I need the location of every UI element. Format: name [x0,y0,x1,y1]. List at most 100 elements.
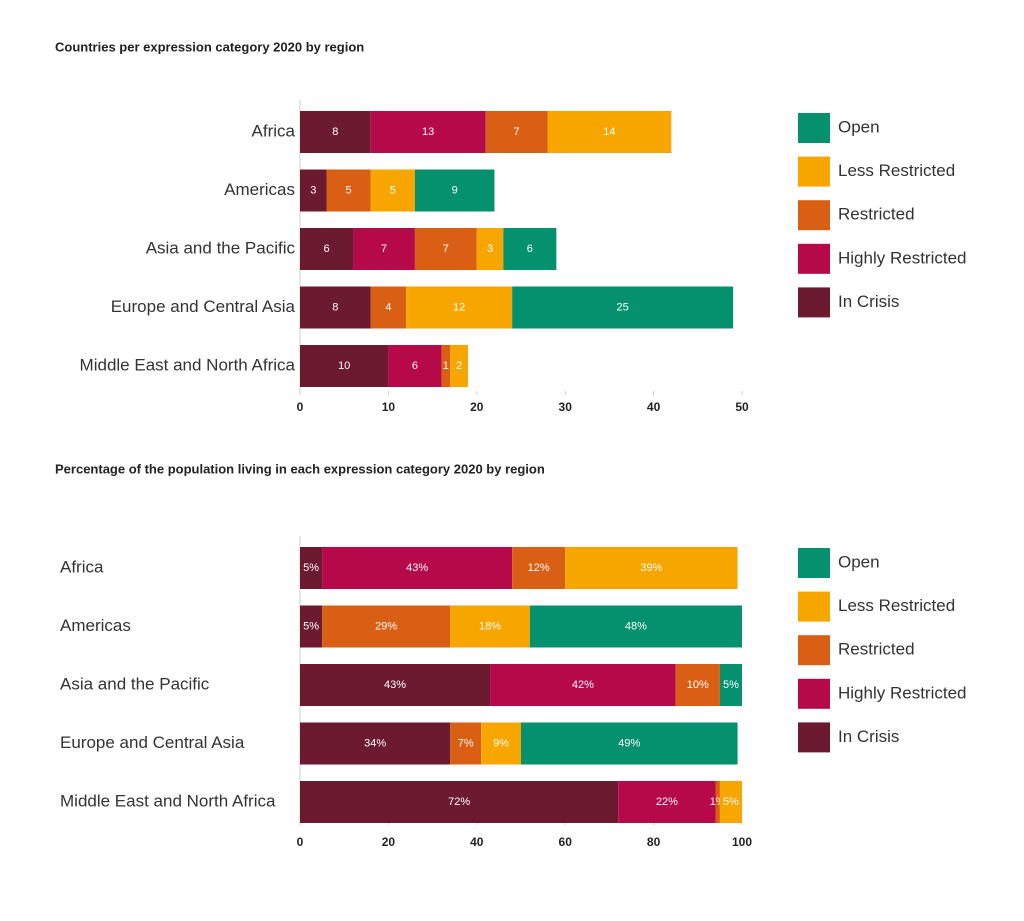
legend-label: Open [838,552,880,571]
bar-segment [450,722,482,765]
data-label: 8 [332,301,338,313]
x-tick-label: 40 [647,400,661,414]
legend-label: Restricted [838,205,915,224]
data-label: 34% [364,737,386,749]
data-label: 5 [390,184,396,196]
data-label: 49% [618,737,640,749]
data-label: 5% [303,562,319,574]
bar-segment [476,228,504,270]
bar-segment [300,781,619,823]
bar-segment [406,286,513,329]
data-label: 7 [443,243,449,255]
x-tick-label: 50 [735,400,749,414]
legend-swatch [798,200,830,231]
data-label: 7 [381,243,387,255]
data-label: 13 [422,126,434,138]
x-tick-label: 100 [732,835,752,849]
data-label: 14 [603,126,615,138]
data-label: 9 [452,184,458,196]
data-label: 9% [493,737,509,749]
bar-segment [300,286,371,329]
bar-segment [322,605,451,648]
data-label: 12% [528,562,550,574]
data-label: 6 [412,360,418,372]
bar-segment [521,722,738,765]
bar-segment [300,547,323,589]
bar-segment [618,781,716,823]
legend-swatch [798,156,830,187]
bar-segment [503,228,557,270]
data-label: 5% [723,796,739,808]
legend-swatch [798,722,830,753]
bar-segment [715,781,720,823]
x-tick-label: 60 [559,835,573,849]
x-tick-label: 20 [382,835,396,849]
data-label: 5% [303,620,319,632]
bar-segment [441,345,451,387]
data-label: 2 [456,360,462,372]
x-tick-label: 0 [297,400,304,414]
data-label: 72% [448,796,470,808]
bar-segment [353,228,415,270]
category-label: Europe and Central Asia [60,733,245,752]
data-label: 12 [453,301,465,313]
data-label: 29% [375,620,397,632]
bar-segment [450,605,530,648]
category-label: Middle East and North Africa [80,355,296,374]
bar-segment [370,111,486,153]
data-label: 48% [625,620,647,632]
bar-segment [370,169,415,212]
data-label: 10% [687,679,709,691]
data-label: 7 [514,126,520,138]
bar-segment [481,722,521,765]
bar-segment [370,286,407,329]
category-label: Asia and the Pacific [146,238,296,257]
legend-label: In Crisis [838,727,899,746]
x-tick-label: 80 [647,835,661,849]
category-label: Americas [60,616,131,635]
bar-segment [300,228,354,270]
bar-segment [719,781,742,823]
data-label: 22% [656,796,678,808]
data-label: 43% [384,679,406,691]
data-label: 10 [338,360,350,372]
legend-swatch [798,113,830,143]
legend-swatch [798,548,830,578]
x-tick-label: 20 [470,400,484,414]
bar-segment [322,547,513,589]
bar-segment [300,605,323,648]
legend-swatch [798,243,830,274]
category-label: Americas [224,180,295,199]
data-label: 1 [443,360,449,372]
category-label: Asia and the Pacific [60,674,210,693]
category-label: Africa [60,557,104,576]
bar-segment [414,228,477,270]
bar-segment [512,547,566,589]
legend-label: Open [838,117,880,136]
data-label: 18% [479,620,501,632]
data-label: 43% [406,562,428,574]
bar-segment [529,605,742,648]
bar-segment [300,722,451,765]
data-label: 39% [640,562,662,574]
legend-label: In Crisis [838,292,899,311]
data-label: 3 [487,243,493,255]
x-tick-label: 10 [382,400,396,414]
bar-segment [326,169,371,212]
bar-segment [719,664,742,706]
legend-label: Highly Restricted [838,248,967,267]
legend-label: Less Restricted [838,161,955,180]
bar-segment [675,664,720,706]
data-label: 7% [458,737,474,749]
x-tick-label: 40 [470,835,484,849]
legend-swatch [798,635,830,666]
data-label: 6 [323,243,329,255]
data-label: 5 [346,184,352,196]
data-label: 8 [332,126,338,138]
x-tick-label: 30 [559,400,573,414]
bar-segment [490,664,676,706]
legend-swatch [798,678,830,709]
legend-swatch [798,591,830,622]
bar-segment [547,111,672,153]
